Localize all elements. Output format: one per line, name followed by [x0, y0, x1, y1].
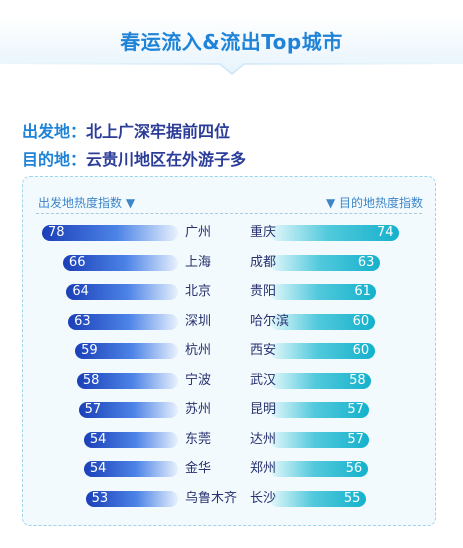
origin-bar [66, 284, 178, 300]
origin-value-label: 57 [84, 402, 102, 417]
destination-city-label: 成都 [250, 254, 277, 270]
origin-value-label: 63 [74, 313, 91, 329]
destination-summary: 目的地：云贵川地区在外游子多 [22, 146, 246, 170]
destination-value-label: 55 [343, 490, 361, 506]
origin-city-label: 乌鲁木齐 [185, 490, 238, 506]
origin-city-label: 上海 [185, 254, 212, 270]
origin-value-label: 53 [91, 490, 109, 506]
origin-city-label: 宁波 [185, 372, 212, 388]
origin-bar [62, 254, 178, 271]
destination-text: 云贵川地区在外游子多 [86, 150, 247, 169]
origin-city-label: 东莞 [185, 431, 212, 447]
origin-text: 北上广深牢据前四位 [86, 122, 231, 141]
origin-label: 出发地： [22, 122, 87, 141]
origin-city-label: 广州 [185, 225, 212, 240]
destination-value-label: 60 [352, 343, 370, 358]
destination-value-label: 61 [354, 284, 371, 299]
destination-city-label: 哈尔滨 [250, 313, 290, 329]
destination-value-label: 57 [347, 402, 364, 417]
origin-city-label: 苏州 [185, 402, 212, 417]
destination-value-label: 63 [357, 254, 375, 270]
destination-label: 目的地： [22, 150, 87, 169]
origin-bar [83, 461, 178, 477]
destination-value-label: 57 [347, 431, 364, 447]
origin-value-label: 58 [82, 372, 100, 388]
origin-bar [83, 431, 178, 448]
origin-value-label: 59 [81, 343, 98, 358]
destination-city-label: 长沙 [250, 490, 277, 506]
origin-value-label: 54 [89, 431, 107, 447]
origin-value-label: 78 [48, 225, 65, 240]
destination-bar [270, 225, 400, 241]
destination-city-label: 昆明 [250, 402, 277, 417]
origin-city-label: 杭州 [185, 343, 212, 358]
destination-city-label: 重庆 [250, 225, 277, 240]
destination-value-label: 74 [377, 225, 394, 240]
origin-bar [78, 402, 178, 418]
origin-city-label: 北京 [185, 284, 212, 299]
destination-city-label: 达州 [250, 431, 277, 447]
destination-bar [270, 372, 372, 389]
destination-value-label: 60 [352, 313, 370, 329]
origin-summary: 出发地：北上广深牢据前四位 [22, 118, 230, 142]
origin-column-header: 出发地热度指数 ▼ [38, 196, 136, 210]
destination-bar [270, 461, 368, 477]
header-divider [36, 213, 422, 214]
origin-city-label: 深圳 [185, 313, 212, 329]
title-banner-bg [0, 15, 463, 75]
origin-value-label: 54 [89, 461, 107, 476]
destination-city-label: 贵阳 [250, 284, 277, 299]
destination-bar [270, 343, 375, 359]
destination-bar [270, 431, 370, 448]
destination-value-label: 58 [349, 372, 366, 388]
destination-bar [270, 284, 377, 300]
origin-bar [42, 225, 178, 241]
destination-bar [270, 254, 380, 271]
origin-bar [68, 313, 178, 330]
destination-bar [270, 402, 370, 418]
destination-column-header: ▼ 目的地热度指数 [325, 196, 423, 210]
origin-bar [75, 343, 178, 359]
destination-city-label: 西安 [250, 343, 277, 358]
origin-bar [76, 372, 178, 389]
origin-value-label: 66 [68, 254, 86, 270]
origin-value-label: 64 [72, 284, 89, 299]
origin-bar [85, 490, 178, 507]
destination-bar [270, 313, 375, 330]
destination-city-label: 郑州 [250, 461, 277, 476]
destination-bar [270, 490, 366, 507]
page-title: 春运流入&流出Top城市 [120, 30, 343, 54]
origin-city-label: 金华 [185, 461, 212, 476]
title-banner: 春运流入&流出Top城市 [0, 0, 463, 80]
destination-city-label: 武汉 [250, 372, 277, 388]
destination-value-label: 56 [345, 461, 363, 476]
